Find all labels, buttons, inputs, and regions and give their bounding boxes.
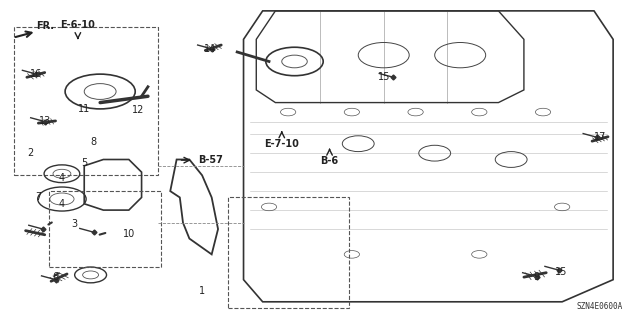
Text: 7: 7 xyxy=(35,192,42,203)
Text: 3: 3 xyxy=(72,219,77,229)
Text: 11: 11 xyxy=(78,104,90,114)
Text: B-6: B-6 xyxy=(321,156,339,166)
Text: 2: 2 xyxy=(27,148,33,158)
Text: 5: 5 xyxy=(81,158,87,168)
Text: E-6-10: E-6-10 xyxy=(60,20,95,31)
Text: 4: 4 xyxy=(59,199,65,209)
Text: FR.: FR. xyxy=(36,21,54,32)
Text: 16: 16 xyxy=(30,69,43,79)
Text: 8: 8 xyxy=(91,137,97,147)
Text: 12: 12 xyxy=(132,106,145,115)
Text: 4: 4 xyxy=(59,174,65,183)
Text: 14: 14 xyxy=(204,44,216,54)
Text: 6: 6 xyxy=(52,271,59,281)
Text: B-57: B-57 xyxy=(198,155,223,166)
Text: 1: 1 xyxy=(199,286,205,296)
Text: 17: 17 xyxy=(594,132,607,142)
Bar xyxy=(228,197,349,308)
Text: 15: 15 xyxy=(378,72,390,82)
Text: E-7-10: E-7-10 xyxy=(264,139,300,149)
Bar xyxy=(49,191,161,267)
Text: 13: 13 xyxy=(38,116,51,126)
Text: SZN4E0600A: SZN4E0600A xyxy=(577,302,623,311)
Bar xyxy=(14,27,157,175)
Text: 9: 9 xyxy=(534,271,540,281)
Text: 15: 15 xyxy=(555,267,567,277)
Text: 10: 10 xyxy=(123,229,135,239)
